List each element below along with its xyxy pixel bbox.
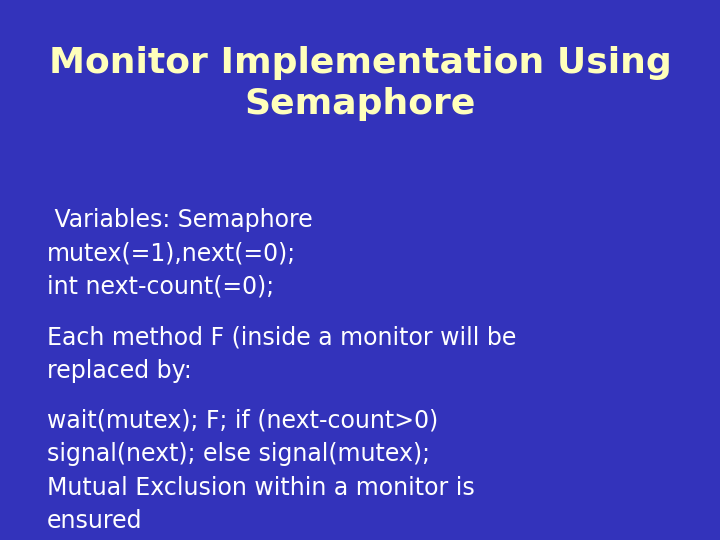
Text: mutex(=1),next(=0);: mutex(=1),next(=0);	[47, 241, 296, 265]
Text: replaced by:: replaced by:	[47, 359, 192, 382]
Text: signal(next); else signal(mutex);: signal(next); else signal(mutex);	[47, 442, 430, 466]
Text: Variables: Semaphore: Variables: Semaphore	[47, 208, 312, 232]
Text: wait(mutex); F; if (next-count>0): wait(mutex); F; if (next-count>0)	[47, 409, 438, 433]
Text: Mutual Exclusion within a monitor is: Mutual Exclusion within a monitor is	[47, 476, 474, 500]
Text: ensured: ensured	[47, 509, 143, 533]
Text: Each method F (inside a monitor will be: Each method F (inside a monitor will be	[47, 325, 516, 349]
Text: Monitor Implementation Using
Semaphore: Monitor Implementation Using Semaphore	[49, 46, 671, 121]
Text: int next-count(=0);: int next-count(=0);	[47, 275, 274, 299]
